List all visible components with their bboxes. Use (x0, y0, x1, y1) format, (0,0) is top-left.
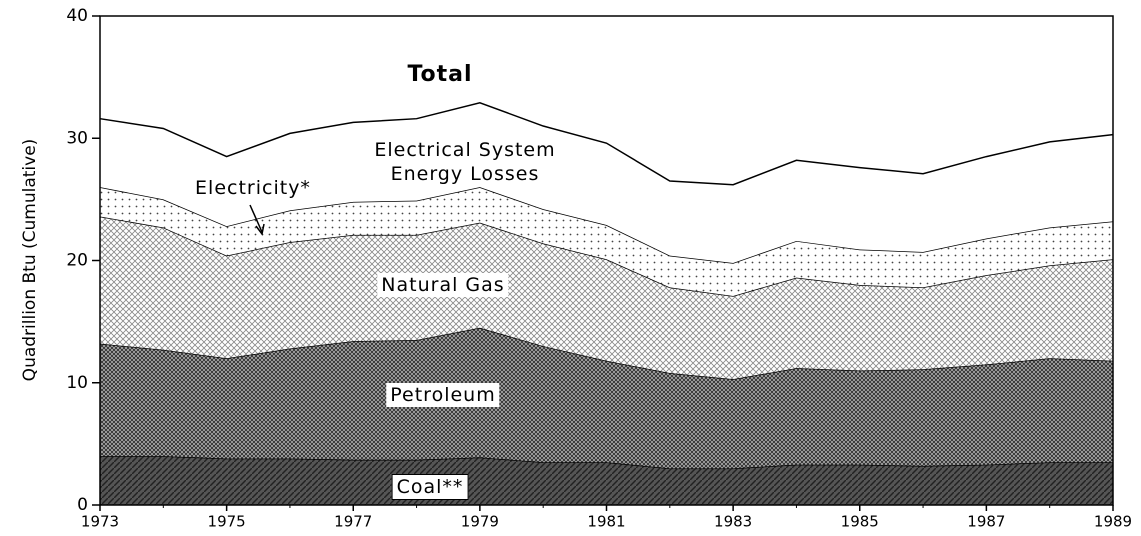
x-tick-label: 1979 (461, 513, 499, 531)
area (100, 456, 1113, 505)
area-edge (99, 186, 1114, 264)
x-tick-label: 1981 (587, 513, 625, 531)
areas (99, 102, 1114, 505)
x-tick-label: 1985 (841, 513, 879, 531)
x-tick-label: 1989 (1094, 513, 1132, 531)
y-tick-label: 0 (77, 495, 88, 515)
area (100, 216, 1113, 380)
arrow-head (255, 223, 265, 236)
total-label: Total (407, 62, 473, 87)
y-tick-label: 40 (66, 6, 88, 26)
area (100, 187, 1113, 296)
y-tick-label: 30 (66, 128, 88, 148)
x-tick-label: 1983 (714, 513, 752, 531)
x-tick-label: 1987 (967, 513, 1005, 531)
y-tick-label: 20 (66, 251, 88, 271)
arrow (249, 204, 263, 233)
series-label: Petroleum (386, 383, 500, 407)
area (100, 102, 1113, 263)
x-tick-label: 1977 (334, 513, 372, 531)
area (100, 327, 1113, 469)
area-edge (99, 102, 1114, 186)
series-label: Natural Gas (377, 273, 509, 297)
series-label: Electrical System Energy Losses (374, 139, 556, 185)
y-tick-label: 10 (66, 373, 88, 393)
series-label: Coal** (391, 474, 469, 500)
x-tick-label: 1973 (81, 513, 119, 531)
series-label: Electricity* (195, 177, 311, 199)
x-tick-label: 1975 (208, 513, 246, 531)
y-axis-label: Quadrillion Btu (Cumulative) (20, 139, 40, 382)
